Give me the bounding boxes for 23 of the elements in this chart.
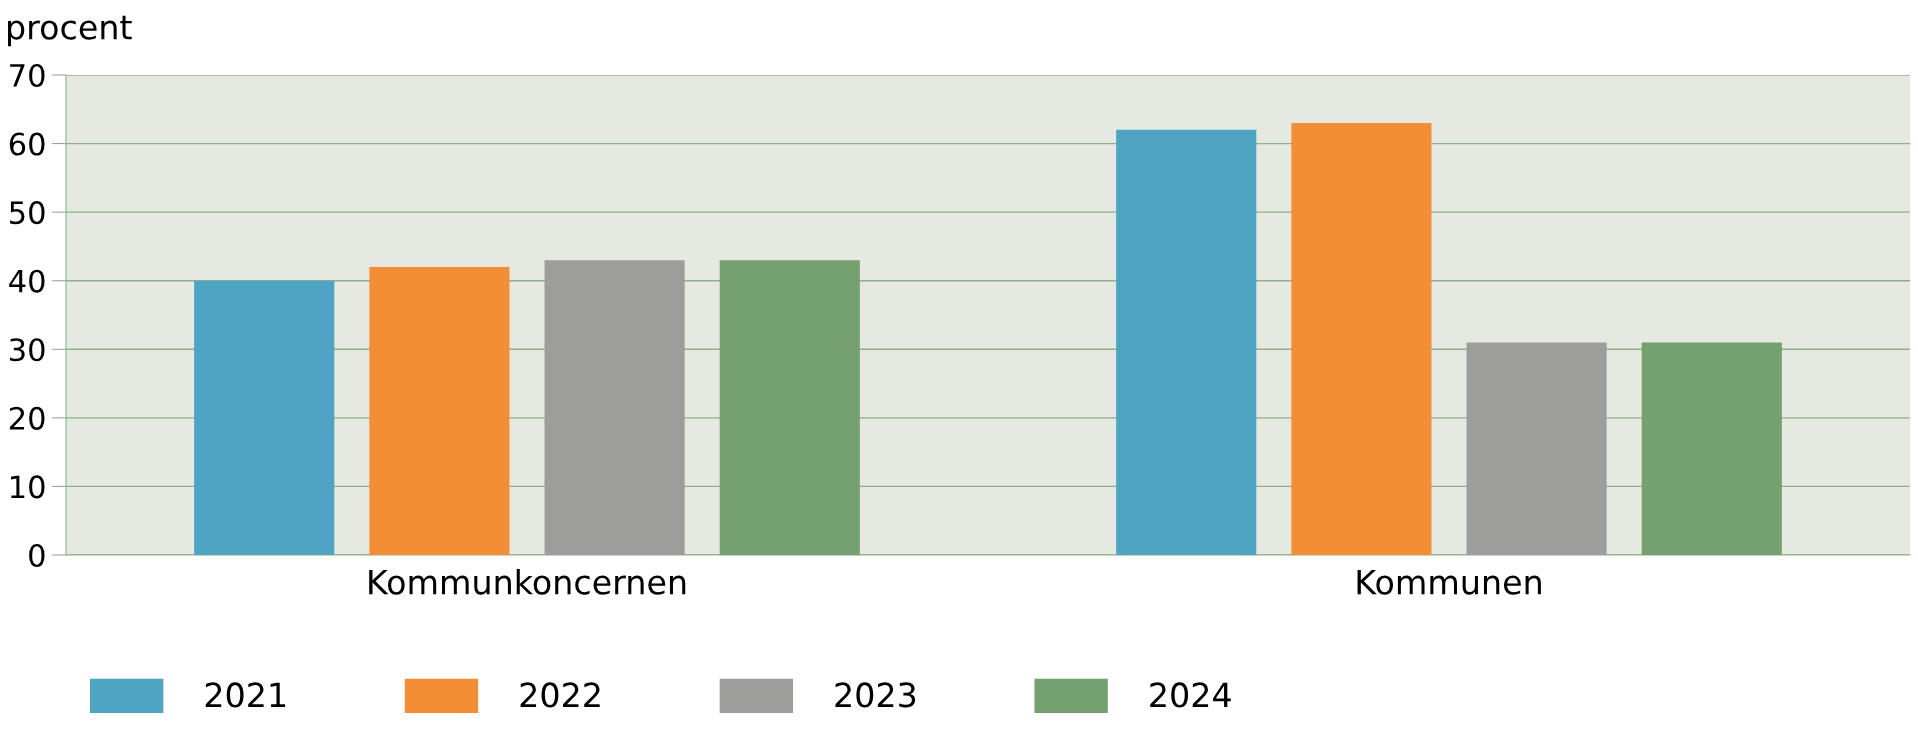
x-tick-label: Kommunkoncernen <box>369 568 686 595</box>
y-tick-label: 70 <box>10 63 45 88</box>
x-tick-label: Kommunen <box>1357 569 1541 595</box>
bar <box>1466 342 1607 555</box>
y-tick-label: 60 <box>9 132 45 156</box>
y-tick-label: 40 <box>9 269 45 293</box>
legend-label: 2024 <box>1150 682 1231 708</box>
legend-label: 2022 <box>520 682 600 708</box>
y-tick-label: 50 <box>10 201 45 225</box>
y-tick-label: 10 <box>11 475 45 499</box>
bar <box>1641 342 1782 555</box>
y-axis-title: procent <box>8 15 132 47</box>
bar <box>544 260 685 555</box>
bar <box>194 280 335 555</box>
legend-label: 2023 <box>835 682 916 708</box>
bar <box>1291 123 1432 555</box>
y-tick-label: 0 <box>29 543 45 568</box>
bar <box>369 267 510 555</box>
bar <box>719 260 860 555</box>
bar <box>1116 129 1257 555</box>
y-tick-label: 20 <box>9 406 45 430</box>
y-tick-label: 30 <box>10 338 45 362</box>
legend-label: 2021 <box>205 682 286 708</box>
